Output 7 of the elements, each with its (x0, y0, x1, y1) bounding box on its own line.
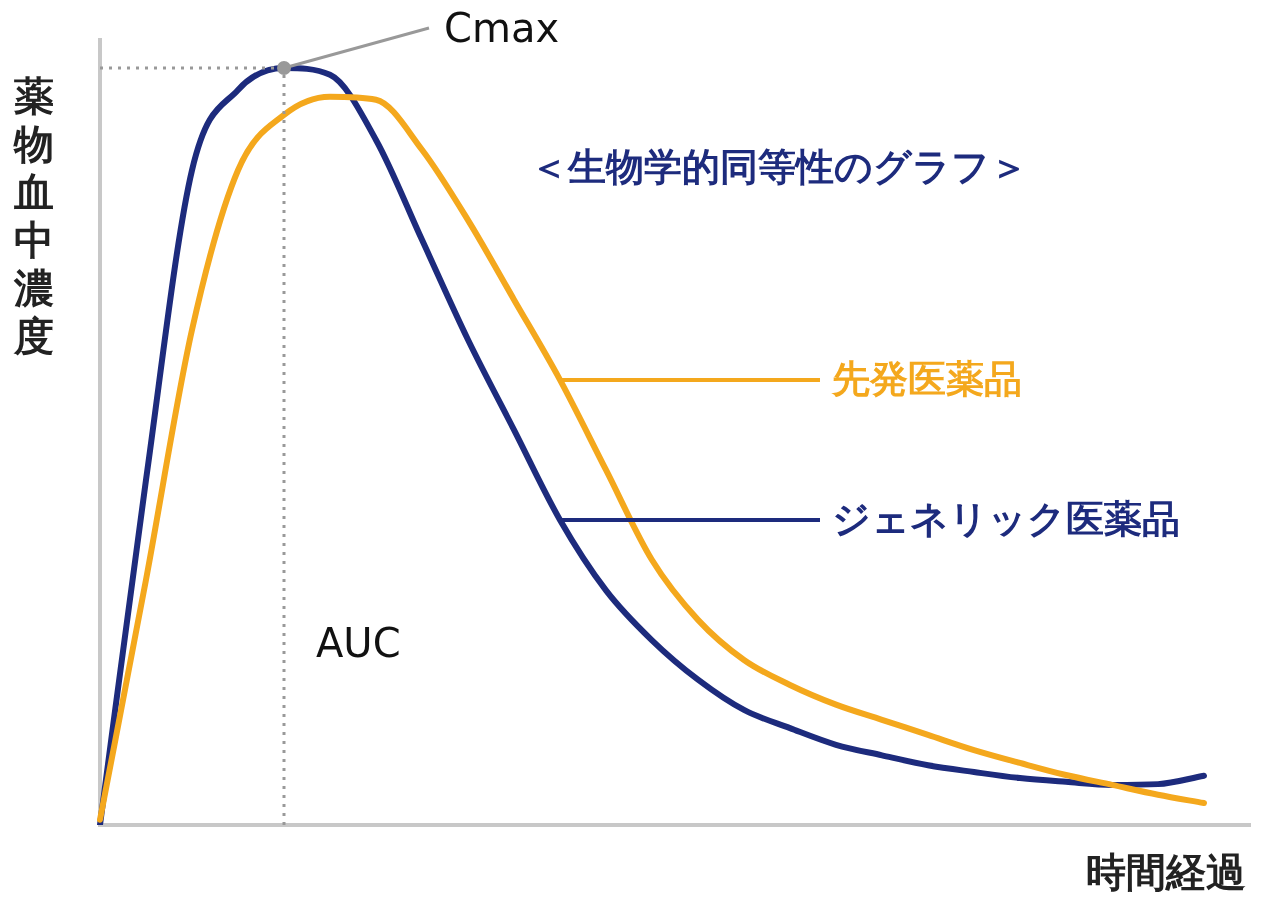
text: 先発医薬品 (832, 356, 1022, 404)
x-axis-title: 時間経過 (1086, 848, 1246, 897)
text: Cmax (444, 5, 560, 51)
y-axis-title: 薬物血中濃度 (14, 72, 55, 360)
annotation: AUC (316, 620, 401, 666)
text: ジェネリック医薬品 (832, 496, 1180, 544)
text: ＜生物学的同等性のグラフ＞ (530, 144, 1028, 191)
